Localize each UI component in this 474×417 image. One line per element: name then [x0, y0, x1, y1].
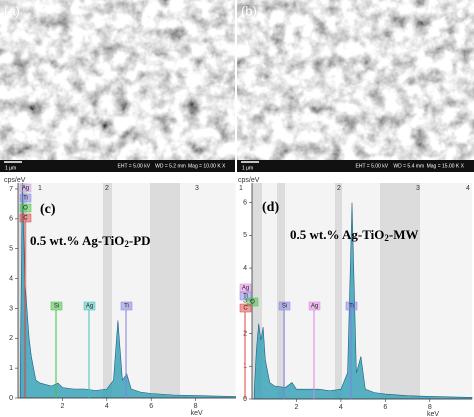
y-axis-label: cps/eV	[4, 177, 26, 184]
roi-band	[103, 183, 112, 398]
y-axis-label: cps/eV	[238, 177, 260, 184]
x-axis-label: keV	[427, 411, 439, 417]
x-tick-label: 6	[383, 404, 387, 411]
spectrum-area	[19, 183, 236, 399]
info-text: EHT = 5.00 kV	[118, 163, 151, 169]
element-label: Ag	[242, 286, 249, 292]
sample-label: 0.5 wt.% Ag-TiO2-MW	[290, 227, 419, 243]
roi-band	[252, 183, 262, 399]
element-box	[246, 297, 259, 307]
element-label: Ag	[22, 186, 29, 192]
x-tick-label: 4	[105, 403, 109, 410]
roi-band	[380, 183, 420, 399]
y-tick-label: 6	[243, 199, 247, 206]
panel-label: (c)	[40, 202, 56, 217]
element-box	[120, 301, 133, 311]
panel-label: (a)	[4, 3, 20, 18]
info-text: Mag = 15.00 K X	[427, 163, 465, 169]
roi-band	[335, 183, 342, 399]
x-tick-label: 8	[428, 404, 432, 411]
sample-label-part: 0.5 wt.% Ag-TiO	[290, 227, 384, 242]
y-tick-label: 5	[9, 246, 13, 253]
x-tick-label: 2	[60, 403, 64, 410]
sample-label-part: 0.5 wt.% Ag-TiO	[30, 233, 124, 248]
element-box	[19, 203, 32, 213]
x-axis-label: keV	[191, 410, 203, 417]
region-number: 1	[239, 185, 243, 192]
element-box	[239, 291, 252, 301]
region-number: 1	[38, 185, 42, 192]
element-label: Si	[54, 304, 59, 310]
info-text: WD = 5.2 mm	[155, 163, 186, 169]
sample-label-part: 2	[384, 233, 389, 243]
sem-image	[237, 0, 474, 172]
y-tick-label: 2	[9, 335, 13, 342]
x-tick-label: 2	[294, 404, 298, 411]
y-tick-label: 6	[9, 216, 13, 223]
panel-label: (d)	[262, 200, 279, 215]
element-box	[19, 193, 32, 203]
y-tick-label: 3	[9, 305, 13, 312]
x-tick-label: 8	[194, 403, 198, 410]
x-tick-label: 4	[339, 404, 343, 411]
scale-label: 1 μm	[242, 165, 253, 171]
element-label: O	[23, 206, 28, 212]
roi-band	[150, 183, 180, 398]
element-label: C	[23, 216, 28, 222]
y-tick-label: 4	[9, 275, 13, 282]
sample-label-part: -PD	[129, 233, 151, 248]
info-text: WD = 5.4 mm	[393, 163, 424, 169]
panel-label: (b)	[241, 3, 257, 18]
element-box	[239, 303, 252, 313]
region-number: 3	[416, 185, 420, 192]
element-label: Ti	[23, 196, 28, 202]
spectrum-area	[253, 202, 473, 400]
plot-background	[18, 183, 236, 398]
element-box	[278, 301, 291, 311]
element-box	[83, 301, 96, 311]
info-text: Mag = 10.00 K X	[188, 163, 226, 169]
y-tick-label: 0	[9, 395, 13, 402]
x-tick-label: 6	[149, 403, 153, 410]
element-label: Ti	[124, 304, 129, 310]
element-box	[345, 301, 358, 311]
y-tick-label: 4	[243, 265, 247, 272]
element-label: Ti	[243, 294, 248, 300]
element-box	[19, 213, 32, 223]
region-number: 2	[337, 185, 341, 192]
info-bar	[0, 160, 235, 172]
element-box	[19, 183, 32, 193]
element-label: Ag	[86, 304, 93, 310]
region-number: 3	[195, 185, 199, 192]
sem-image	[0, 0, 235, 172]
element-label: Ti	[349, 304, 354, 310]
element-box	[50, 301, 63, 311]
y-tick-label: 5	[243, 232, 247, 239]
scale-label: 1 μm	[5, 165, 16, 171]
sample-label: 0.5 wt.% Ag-TiO2-PD	[30, 233, 151, 249]
roi-band	[277, 183, 285, 399]
info-text: EHT = 5.00 kV	[356, 163, 389, 169]
element-label: C	[243, 306, 248, 312]
sample-label-part: 2	[124, 239, 129, 249]
info-bar	[237, 160, 474, 172]
y-tick-label: 0	[243, 396, 247, 403]
element-label: Si	[282, 304, 287, 310]
y-tick-label: 7	[9, 186, 13, 193]
y-tick-label: 3	[243, 298, 247, 305]
element-box	[308, 301, 321, 311]
region-number: 2	[105, 185, 109, 192]
region-number: 4	[466, 185, 470, 192]
element-label: O	[250, 300, 255, 306]
element-label: Ag	[311, 304, 318, 310]
y-tick-label: 1	[9, 365, 13, 372]
sample-label-part: -MW	[389, 227, 419, 242]
